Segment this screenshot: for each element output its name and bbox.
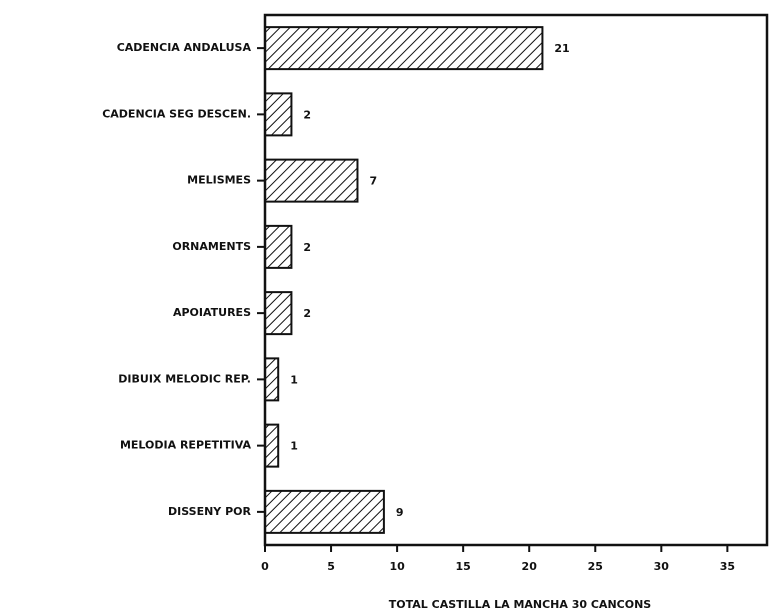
x-tick-label: 30 [654,560,670,573]
x-tick-label: 15 [456,560,471,573]
y-tick-label: MELISMES [187,174,251,187]
bar [264,224,293,269]
bar [264,357,280,402]
y-tick-label: DISSENY POR [168,505,252,518]
y-tick-label: ORNAMENTS [172,240,251,253]
bar [264,158,359,203]
y-tick-label: DIBUIX MELODIC REP. [118,372,251,385]
bar [264,92,293,137]
value-label: 2 [303,241,311,254]
value-label: 7 [369,175,377,188]
x-tick-label: 5 [327,560,335,573]
x-tick-label: 0 [261,560,269,573]
plot-frame [263,13,769,547]
value-label: 2 [303,307,311,320]
x-tick-label: 10 [389,560,405,573]
bar [264,26,544,71]
y-tick-label: MELODIA REPETITIVA [120,439,252,452]
value-label: 9 [396,506,404,519]
y-tick-label: CADENCIA SEG DESCEN. [102,107,251,120]
bar [264,291,293,336]
x-tick-label: 20 [522,560,538,573]
value-label: 1 [290,440,298,453]
value-label: 2 [303,108,311,121]
value-label: 1 [290,373,298,386]
bar [264,489,385,534]
bar [264,423,280,468]
value-label: 21 [554,42,569,55]
x-axis-label: TOTAL CASTILLA LA MANCHA 30 CANCONS [389,598,652,611]
x-tick-label: 25 [588,560,603,573]
y-tick-label: CADENCIA ANDALUSA [117,41,252,54]
y-tick-label: APOIATURES [173,306,251,319]
x-tick-label: 35 [720,560,735,573]
